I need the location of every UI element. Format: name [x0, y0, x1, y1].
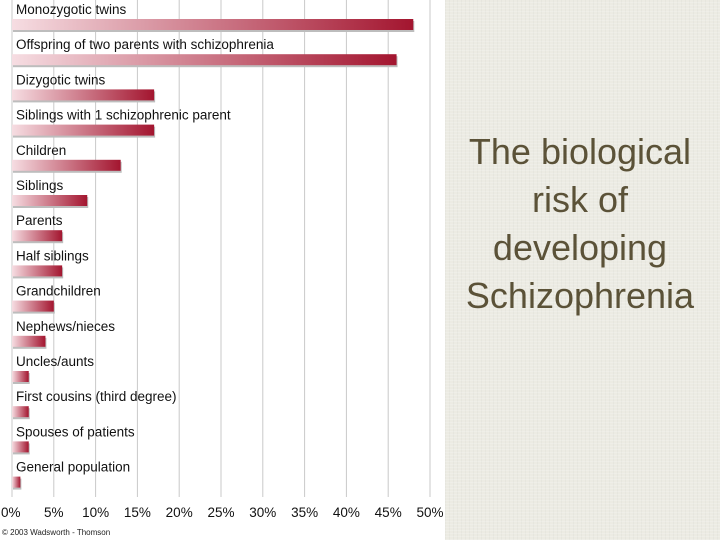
x-tick-label: 5%	[44, 505, 64, 520]
bar	[12, 265, 63, 277]
category-label: Nephews/nieces	[16, 319, 115, 334]
x-tick-label: 20%	[166, 505, 193, 520]
bar-chart: Monozygotic twins Offspring of two parent…	[1, 0, 444, 520]
x-tick-label: 40%	[333, 505, 360, 520]
x-tick-label: 15%	[124, 505, 151, 520]
slide-title: The biological risk of developing Schizo…	[465, 131, 695, 316]
x-tick-label: 25%	[207, 505, 234, 520]
chart-panel: Monozygotic twins Offspring of two parent…	[1, 0, 444, 520]
category-label: Children	[16, 143, 66, 158]
category-label: Half siblings	[16, 248, 89, 263]
bar	[12, 371, 29, 382]
x-tick-label: 10%	[82, 505, 109, 520]
bar	[12, 335, 46, 347]
category-label: Grandchildren	[16, 284, 101, 299]
x-tick-label: 35%	[291, 505, 318, 520]
bar	[12, 406, 29, 418]
category-label: General population	[16, 460, 130, 475]
x-tick-label: 50%	[416, 505, 443, 520]
bar	[12, 300, 54, 312]
category-label: Dizygotic twins	[16, 72, 106, 87]
category-label: First cousins (third degree)	[16, 389, 177, 404]
bar	[12, 124, 155, 136]
category-label: Parents	[16, 213, 63, 228]
bar	[12, 230, 63, 242]
title-panel	[445, 0, 720, 540]
bar	[12, 195, 88, 206]
copyright-note: © 2003 Wadsworth - Thomson	[2, 528, 111, 537]
bar	[12, 89, 155, 101]
category-label: Offspring of two parents with schizophre…	[16, 37, 274, 52]
x-tick-label: 30%	[249, 505, 276, 520]
bar	[12, 476, 21, 488]
category-label: Siblings with 1 schizophrenic parent	[16, 108, 231, 123]
bar	[12, 19, 414, 30]
category-label: Monozygotic twins	[16, 2, 127, 17]
category-label: Siblings	[16, 178, 64, 193]
category-label: Uncles/aunts	[16, 354, 94, 369]
x-tick-label: 45%	[375, 505, 402, 520]
bar	[12, 54, 397, 66]
bar	[12, 441, 29, 453]
category-label: Spouses of patients	[16, 424, 135, 439]
x-tick-label: 0%	[1, 505, 21, 520]
bar	[12, 159, 121, 171]
